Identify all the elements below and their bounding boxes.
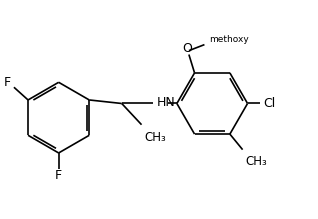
Text: HN: HN: [157, 96, 176, 109]
Text: CH₃: CH₃: [245, 155, 267, 168]
Text: F: F: [55, 169, 62, 182]
Text: methoxy: methoxy: [209, 35, 248, 44]
Text: F: F: [3, 76, 10, 89]
Text: Cl: Cl: [263, 97, 275, 110]
Text: CH₃: CH₃: [144, 131, 166, 144]
Text: O: O: [182, 42, 192, 55]
